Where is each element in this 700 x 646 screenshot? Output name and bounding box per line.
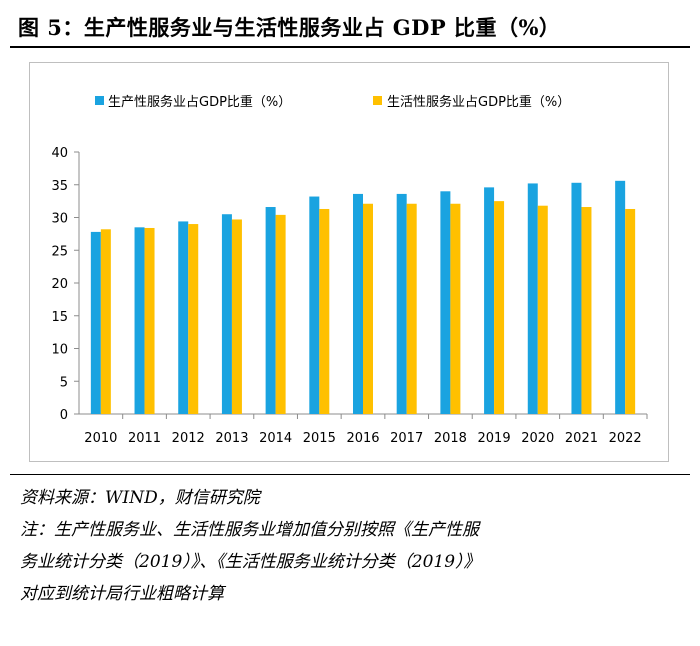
y-tick-label: 15 [51, 310, 68, 325]
bar-producer-2012 [178, 221, 189, 414]
bar-producer-2022 [615, 180, 626, 414]
legend: 生产性服务业占GDP比重（%） 生活性服务业占GDP比重（%） [95, 94, 570, 110]
chart-frame: 生产性服务业占GDP比重（%） 生活性服务业占GDP比重（%） 0 5 10 15 20 2… [29, 62, 669, 462]
figure-title: 图 5：生产性服务业与生活性服务业占 GDP 比重（%） [18, 15, 561, 40]
bar-consumer-2010 [100, 229, 111, 414]
x-tick-label: 2011 [128, 431, 161, 446]
axes: 0 5 10 15 20 25 30 35 40 2010 2011 2012 2013 2014 2015… [51, 146, 648, 446]
y-tick-label: 35 [51, 179, 68, 194]
bar-producer-2020 [527, 183, 538, 414]
bars [90, 180, 636, 414]
y-tick-label: 5 [60, 375, 68, 390]
x-tick-label: 2010 [84, 431, 117, 446]
footer-divider [10, 474, 690, 475]
bar-consumer-2015 [319, 208, 330, 414]
bar-consumer-2021 [581, 207, 592, 414]
y-tick-label: 10 [51, 343, 68, 358]
y-tick-label: 20 [51, 277, 68, 292]
bar-consumer-2012 [188, 224, 199, 414]
bar-producer-2014 [265, 207, 276, 414]
x-tick-label: 2013 [215, 431, 248, 446]
figure-title-bar: 图 5：生产性服务业与生活性服务业占 GDP 比重（%） [10, 6, 690, 48]
x-tick-label: 2016 [346, 431, 379, 446]
bar-chart: 生产性服务业占GDP比重（%） 生活性服务业占GDP比重（%） 051015202… [51, 94, 648, 446]
bar-producer-2019 [484, 187, 495, 414]
x-tick-label: 2012 [172, 431, 205, 446]
x-tick-label: 2018 [434, 431, 467, 446]
bar-consumer-2020 [537, 205, 548, 414]
legend-swatch [373, 96, 382, 105]
bar-consumer-2018 [450, 203, 461, 414]
source-text: 资料来源：WIND，财信研究院 [20, 488, 260, 508]
x-tick-label: 2017 [390, 431, 423, 446]
legend-swatch [95, 96, 104, 105]
x-tick-label: 2015 [303, 431, 336, 446]
bar-consumer-2019 [494, 201, 505, 414]
bar-consumer-2011 [144, 227, 155, 414]
x-tick-label: 2022 [609, 431, 642, 446]
bar-consumer-2022 [625, 208, 636, 414]
title-divider [10, 46, 690, 48]
y-tick-label: 25 [51, 244, 68, 259]
note-line-2: 务业统计分类（2019）》、《生活性服务业统计分类（2019）》 [20, 552, 481, 572]
bar-producer-2013 [221, 214, 232, 414]
legend-label: 生产性服务业占GDP比重（%） [108, 94, 291, 110]
bar-producer-2010 [90, 231, 101, 414]
bar-producer-2016 [353, 193, 363, 414]
bar-producer-2021 [571, 182, 582, 414]
y-tick-label: 0 [60, 408, 68, 423]
x-tick-label: 2019 [478, 431, 511, 446]
notes: 资料来源：WIND，财信研究院 注：生产性服务业、生活性服务业增加值分别按照《生… [20, 482, 690, 610]
legend-label: 生活性服务业占GDP比重（%） [387, 94, 570, 110]
x-tick-label: 2020 [521, 431, 554, 446]
y-tick-label: 40 [51, 146, 68, 161]
bar-consumer-2016 [363, 203, 373, 414]
bar-producer-2015 [309, 196, 320, 414]
bar-producer-2018 [440, 191, 451, 414]
bar-producer-2011 [134, 227, 145, 414]
bar-consumer-2013 [231, 219, 242, 414]
bar-producer-2017 [396, 193, 407, 414]
y-tick-label: 30 [51, 212, 68, 227]
bar-consumer-2017 [406, 203, 417, 414]
bar-consumer-2014 [275, 214, 286, 414]
note-line-1: 注：生产性服务业、生活性服务业增加值分别按照《生产性服 [20, 520, 479, 540]
note-line-3: 对应到统计局行业粗略计算 [20, 584, 224, 604]
x-tick-label: 2014 [259, 431, 292, 446]
x-tick-label: 2021 [565, 431, 598, 446]
